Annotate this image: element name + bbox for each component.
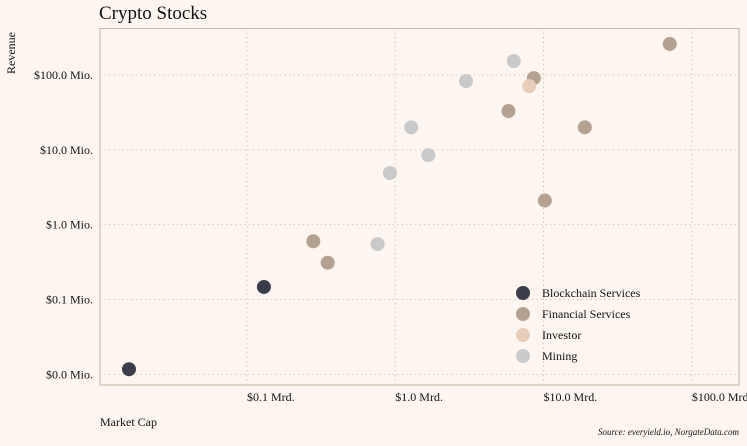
- legend-swatch: [516, 349, 530, 363]
- x-tick-label: $1.0 Mrd.: [395, 390, 443, 404]
- data-point-blockchain-services: [121, 362, 136, 377]
- data-point-mining: [382, 166, 397, 181]
- data-point-mining: [421, 148, 436, 163]
- legend: Blockchain Services Financial Services Inv…: [516, 286, 641, 363]
- x-tick-label: $0.1 Mrd.: [247, 390, 295, 404]
- data-points: [121, 36, 677, 377]
- data-point-mining: [370, 237, 385, 252]
- legend-swatch: [516, 307, 530, 321]
- source-note: Source: everyield.io, NorgateData.com: [598, 427, 740, 437]
- data-point-financial-services: [306, 234, 321, 249]
- x-axis-label: Market Cap: [100, 415, 157, 429]
- data-point-financial-services: [320, 255, 335, 270]
- data-point-financial-services: [537, 193, 552, 208]
- legend-swatch: [516, 328, 530, 342]
- y-axis-label: Revenue: [4, 32, 18, 74]
- data-point-mining: [404, 120, 419, 135]
- data-point-investor: [522, 79, 537, 94]
- legend-label: Financial Services: [542, 307, 631, 321]
- y-tick-label: $0.1 Mio.: [46, 292, 93, 306]
- plot-frame: [99, 28, 740, 386]
- legend-label: Investor: [542, 328, 581, 342]
- x-tick-label: $100.0 Mrd.: [692, 390, 747, 404]
- data-point-financial-services: [662, 36, 677, 51]
- data-point-mining: [459, 74, 474, 89]
- legend-swatch: [516, 286, 530, 300]
- y-tick-label: $10.0 Mio.: [40, 143, 93, 157]
- axis-ticks: $0.1 Mrd. $1.0 Mrd. $10.0 Mrd. $100.0 Mrd. $…: [34, 68, 747, 404]
- data-point-financial-services: [577, 120, 592, 135]
- y-tick-label: $0.0 Mio.: [46, 367, 93, 381]
- legend-label: Blockchain Services: [542, 286, 641, 300]
- data-point-financial-services: [501, 104, 516, 119]
- legend-label: Mining: [542, 349, 577, 363]
- y-tick-label: $100.0 Mio.: [34, 68, 93, 82]
- data-point-blockchain-services: [256, 279, 271, 294]
- y-tick-label: $1.0 Mio.: [46, 218, 93, 232]
- chart-title: Crypto Stocks: [99, 3, 207, 24]
- grid: [100, 28, 739, 385]
- x-tick-label: $10.0 Mrd.: [544, 390, 598, 404]
- data-point-mining: [506, 53, 521, 68]
